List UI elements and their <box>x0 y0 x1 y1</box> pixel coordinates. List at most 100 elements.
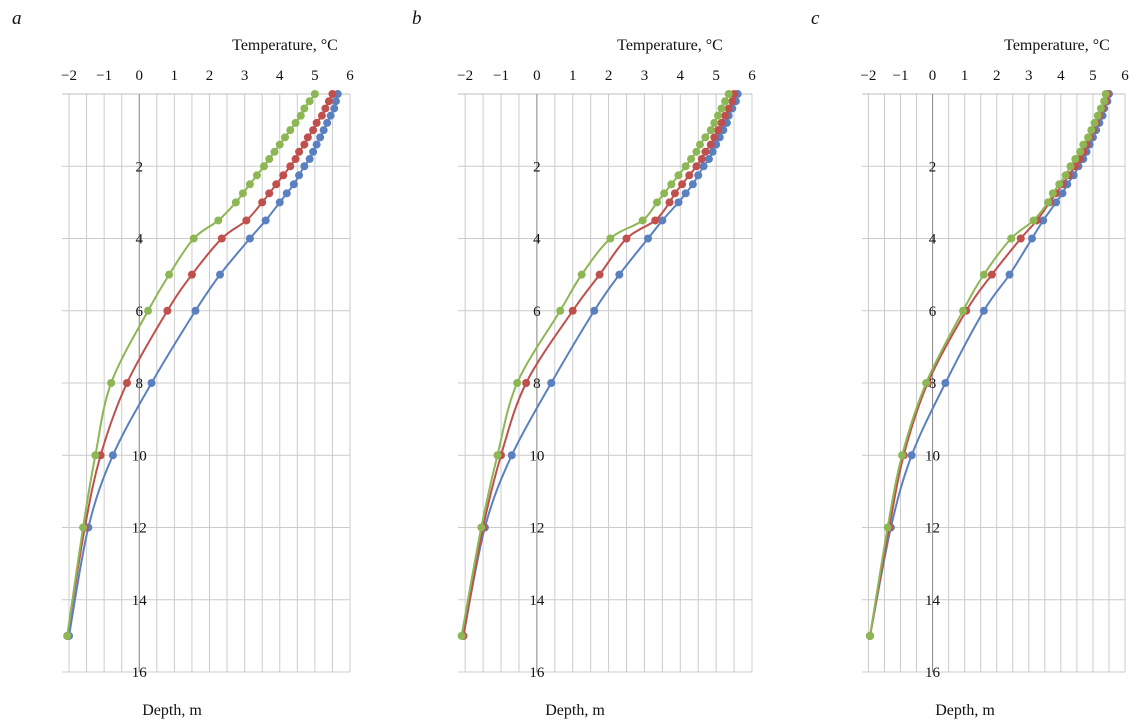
series-red <box>459 90 739 640</box>
x-tick-label: −1 <box>96 68 112 84</box>
data-point-red <box>295 147 304 156</box>
data-point-red <box>678 180 687 189</box>
data-point-green <box>1096 104 1105 113</box>
data-point-red <box>697 155 706 164</box>
y-tick-label: 14 <box>529 593 545 609</box>
data-point-green <box>1084 133 1093 142</box>
data-point-green <box>286 126 295 135</box>
data-point-green <box>265 155 274 164</box>
y-tick-label: 4 <box>929 232 937 248</box>
x-tick-label: 6 <box>748 68 756 84</box>
data-point-green <box>674 171 683 180</box>
data-point-green <box>300 104 309 113</box>
series-green <box>866 90 1110 640</box>
y-tick-label: 12 <box>925 521 940 537</box>
data-point-green <box>1044 198 1053 207</box>
data-point-blue <box>694 171 703 180</box>
data-point-red <box>651 216 660 225</box>
data-point-red <box>717 118 726 127</box>
data-point-green <box>1093 111 1102 120</box>
data-point-blue <box>658 216 667 225</box>
data-point-red <box>187 270 196 279</box>
x-tick-label: 0 <box>929 68 937 84</box>
data-point-blue <box>319 126 328 135</box>
data-point-green <box>710 118 719 127</box>
data-point-blue <box>644 234 653 243</box>
data-point-red <box>312 118 321 127</box>
x-tick-label: 5 <box>311 68 319 84</box>
y-tick-label: 12 <box>529 521 544 537</box>
data-point-green <box>165 270 174 279</box>
data-point-green <box>493 451 502 460</box>
y-tick-label: 10 <box>529 448 544 464</box>
x-tick-label: 3 <box>1025 68 1033 84</box>
data-point-green <box>291 118 300 127</box>
data-point-green <box>721 97 730 106</box>
data-point-green <box>189 234 198 243</box>
data-point-green <box>63 631 72 640</box>
data-point-green <box>477 523 486 532</box>
data-point-red <box>728 97 737 106</box>
y-axis-title: Depth, m <box>545 702 605 719</box>
data-point-blue <box>699 162 708 171</box>
data-point-green <box>706 126 715 135</box>
x-tick-label: −2 <box>457 68 473 84</box>
data-point-green <box>79 523 88 532</box>
x-axis-title: Temperature, °C <box>232 37 338 54</box>
y-tick-label: 2 <box>136 159 144 175</box>
data-point-blue <box>275 198 284 207</box>
data-point-green <box>959 306 968 315</box>
data-point-green <box>214 216 223 225</box>
series-line-red <box>462 93 736 637</box>
data-point-green <box>513 379 522 387</box>
data-point-green <box>652 198 661 207</box>
data-point-green <box>1071 155 1080 164</box>
data-point-green <box>1048 189 1057 198</box>
data-point-blue <box>305 155 314 164</box>
series-blue <box>866 90 1113 640</box>
x-tick-label: 0 <box>136 68 144 84</box>
data-point-red <box>321 104 330 113</box>
data-point-red <box>279 171 288 180</box>
data-point-blue <box>688 180 697 189</box>
data-point-green <box>866 631 875 640</box>
data-point-green <box>883 523 892 532</box>
data-point-red <box>595 270 604 279</box>
y-tick-label: 12 <box>132 521 147 537</box>
data-point-green <box>305 97 314 106</box>
y-tick-label: 14 <box>925 593 941 609</box>
x-axis-title: Temperature, °C <box>1004 37 1110 54</box>
x-tick-label: 3 <box>641 68 649 84</box>
data-point-green <box>1101 90 1110 98</box>
panel-letter: b <box>412 8 422 29</box>
data-point-blue <box>704 155 713 164</box>
data-point-blue <box>1027 234 1036 243</box>
x-tick-label: −2 <box>61 68 77 84</box>
data-point-green <box>724 90 733 98</box>
data-point-blue <box>323 118 332 127</box>
data-point-red <box>258 198 267 207</box>
x-tick-label: 4 <box>276 68 284 84</box>
data-point-blue <box>300 162 309 171</box>
data-point-blue <box>147 379 156 387</box>
y-tick-label: 10 <box>132 448 147 464</box>
y-tick-label: 6 <box>136 304 144 320</box>
data-point-green <box>922 379 931 387</box>
x-tick-label: 5 <box>712 68 720 84</box>
data-point-green <box>638 216 647 225</box>
data-point-green <box>259 162 268 171</box>
x-tick-label: −1 <box>893 68 909 84</box>
data-point-blue <box>615 270 624 279</box>
y-tick-label: 8 <box>533 376 541 392</box>
x-tick-label: 2 <box>605 68 613 84</box>
y-tick-label: 2 <box>533 159 541 175</box>
y-axis-title: Depth, m <box>935 702 995 719</box>
data-point-blue <box>907 451 916 460</box>
data-point-green <box>713 111 722 120</box>
data-point-blue <box>316 133 325 142</box>
y-tick-label: 16 <box>925 665 941 681</box>
data-point-red <box>217 234 226 243</box>
data-point-green <box>696 140 705 149</box>
data-point-blue <box>312 140 321 149</box>
